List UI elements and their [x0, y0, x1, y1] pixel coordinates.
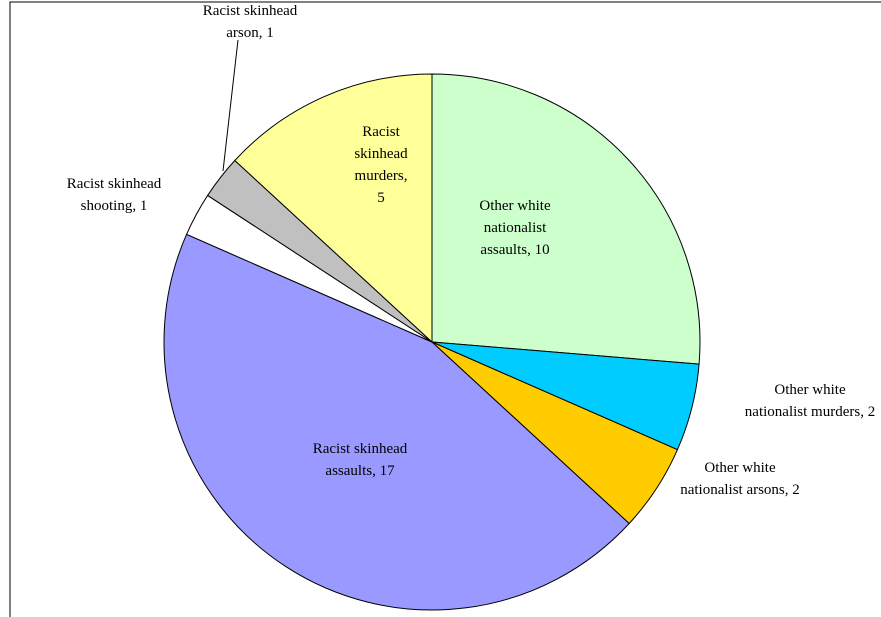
slice-label-line: Other white	[479, 198, 551, 214]
slice-label-line: murders,	[355, 168, 408, 184]
slice-label-line: 5	[377, 190, 385, 206]
leader-line	[222, 39, 239, 172]
slice-label-line: Racist skinhead	[313, 441, 408, 457]
slice-label-other-white-nationalist-murders: Other white nationalist murders, 2	[745, 382, 875, 420]
plot-area-border	[9, 1, 881, 617]
slice-label-racist-skinhead-shooting: Racist skinhead shooting, 1	[67, 176, 162, 214]
slice-label-line: skinhead	[354, 146, 408, 162]
slice-label-line: nationalist murders, 2	[745, 404, 875, 420]
slice-label-line: assaults, 10	[480, 242, 549, 258]
slice-label-line: shooting, 1	[81, 198, 148, 214]
slice-label-line: Racist skinhead	[67, 176, 162, 192]
slice-label-racist-skinhead-murders: Racist skinhead murders, 5	[354, 124, 408, 206]
pie-slice-other-white-nationalist-assaults	[431, 73, 701, 365]
slice-label-line: assaults, 17	[325, 463, 395, 479]
leader-lines	[222, 39, 239, 172]
slice-label-line: nationalist	[484, 220, 547, 236]
slice-label-line: Other white	[704, 460, 776, 476]
slice-labels: Other white nationalist assaults, 10Other …	[67, 3, 875, 498]
slice-label-racist-skinhead-arson: Racist skinhead arson, 1	[203, 3, 298, 41]
pie-slices	[163, 73, 701, 611]
slice-label-other-white-nationalist-arsons: Other white nationalist arsons, 2	[680, 460, 800, 498]
pie-slice-racist-skinhead-murders	[234, 73, 433, 344]
slice-label-line: arson, 1	[226, 25, 274, 41]
slice-label-racist-skinhead-assaults: Racist skinhead assaults, 17	[313, 441, 408, 479]
slice-label-other-white-nationalist-assaults: Other white nationalist assaults, 10	[479, 198, 551, 258]
slice-label-line: Racist	[362, 124, 400, 140]
pie-slice-racist-skinhead-assaults	[163, 233, 630, 611]
slice-label-line: Racist skinhead	[203, 3, 298, 19]
slice-label-line: nationalist arsons, 2	[680, 482, 800, 498]
slice-label-line: Other white	[774, 382, 846, 398]
